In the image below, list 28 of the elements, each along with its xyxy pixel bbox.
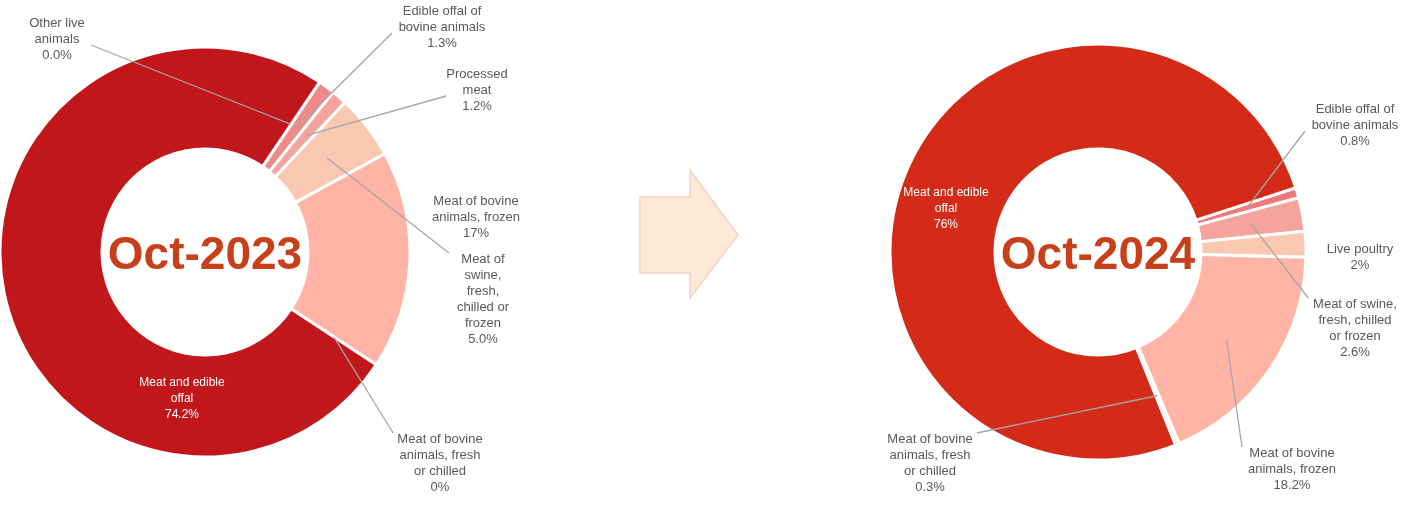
data-label: 0.8% bbox=[1340, 133, 1371, 148]
text: Oct-2024 bbox=[1000, 227, 1196, 279]
data-label: 1.3% bbox=[427, 35, 458, 50]
data-label: 17% bbox=[462, 225, 490, 240]
slice-label: Meat and edible offal bbox=[903, 185, 990, 215]
slice-label: Meat of bovine animals, fresh or chilled bbox=[887, 431, 973, 478]
data-label: 5.0% bbox=[468, 331, 499, 346]
data-label: 18.2% bbox=[1273, 477, 1311, 492]
text: Oct-2023 bbox=[107, 227, 303, 279]
slice-label: Meat and edible offal bbox=[139, 375, 226, 405]
slice-label: Meat of bovine animals, frozen bbox=[1247, 445, 1337, 476]
data-label: 0.3% bbox=[915, 479, 946, 494]
data-label: 2.6% bbox=[1340, 344, 1371, 359]
data-label: 1.2% bbox=[462, 98, 493, 113]
text: 0.0% bbox=[42, 47, 72, 62]
slice-label: Edible offal of bovine animals bbox=[398, 3, 486, 34]
category-label: Meat of bovine animals, fresh or chilled bbox=[397, 431, 483, 478]
data-label: 74.2% bbox=[164, 407, 200, 421]
slice-label: Processed meat bbox=[446, 66, 508, 97]
category-label: Other live animals bbox=[29, 15, 85, 46]
slice-label: Meat of swine, fresh, chilled or frozen bbox=[456, 251, 510, 330]
data-label: 2% bbox=[1350, 257, 1370, 272]
slice-label: Meat of swine, fresh, chilled or frozen bbox=[1313, 296, 1397, 343]
text: 0% bbox=[430, 479, 450, 494]
slice-label: Meat of bovine animals, frozen bbox=[431, 193, 521, 224]
data-label: 76% bbox=[933, 217, 959, 231]
slice-label: Live poultry bbox=[1326, 241, 1394, 256]
slice-label: Edible offal of bovine animals bbox=[1311, 101, 1399, 132]
